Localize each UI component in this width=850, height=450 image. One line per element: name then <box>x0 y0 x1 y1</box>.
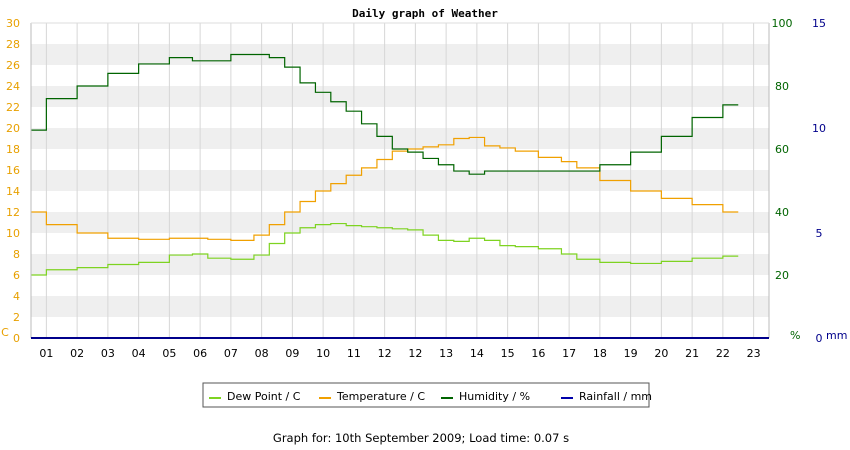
x-tick-label: 08 <box>255 347 269 360</box>
legend-label: Dew Point / C <box>227 390 301 403</box>
rainfall-tick-label: 15 <box>812 17 826 30</box>
humidity-axis-unit: % <box>790 329 800 342</box>
chart-title: Daily graph of Weather <box>352 7 498 20</box>
x-tick-label: 05 <box>162 347 176 360</box>
x-tick-label: 16 <box>531 347 545 360</box>
series-line-humidity <box>31 53 739 175</box>
legend-box <box>202 382 650 408</box>
left-tick-label: 6 <box>13 269 20 282</box>
x-tick-label: 23 <box>747 347 761 360</box>
x-tick-label: 19 <box>624 347 638 360</box>
x-tick-label: 12 <box>408 347 422 360</box>
x-tick-label: 06 <box>193 347 207 360</box>
humidity-axis-ticks: 20 40 60 80 100% <box>772 17 801 342</box>
grid-band <box>31 86 769 107</box>
left-tick-label: 26 <box>6 59 20 72</box>
left-tick-label: 30 <box>6 17 20 30</box>
x-tick-label: 21 <box>685 347 699 360</box>
x-tick-label: 20 <box>654 347 668 360</box>
legend-label: Humidity / % <box>459 390 530 403</box>
left-tick-label: 24 <box>6 80 20 93</box>
left-tick-label: 16 <box>6 164 20 177</box>
x-tick-label: 13 <box>439 347 453 360</box>
x-tick-label: 11 <box>347 347 361 360</box>
x-tick-label: 18 <box>593 347 607 360</box>
grid-band <box>31 296 769 317</box>
humidity-tick-label: 60 <box>775 143 789 156</box>
left-tick-label: 12 <box>6 206 20 219</box>
grid-band <box>31 170 769 191</box>
axes <box>30 22 770 339</box>
left-tick-label: 22 <box>6 101 20 114</box>
x-tick-label: 09 <box>285 347 299 360</box>
left-tick-label: 28 <box>6 38 20 51</box>
x-tick-label: 12 <box>378 347 392 360</box>
humidity-tick-label: 40 <box>775 206 789 219</box>
left-axis-unit: C <box>1 326 9 339</box>
rainfall-tick-label: 5 <box>816 227 823 240</box>
x-tick-label: 04 <box>132 347 146 360</box>
series-line-temperature <box>31 136 739 241</box>
legend-label: Temperature / C <box>336 390 425 403</box>
left-tick-label: 2 <box>13 311 20 324</box>
series-line-dew <box>31 222 739 276</box>
rainfall-axis-ticks: 0 5 10 15 mm <box>812 17 847 345</box>
x-tick-label: 02 <box>70 347 84 360</box>
x-tick-label: 10 <box>316 347 330 360</box>
x-axis-ticks: 01 02 03 04 05 06 07 08 09 10 11 12 12 13 14 15 16 17 18 19… <box>39 347 760 360</box>
x-tick-label: 07 <box>224 347 238 360</box>
humidity-tick-label: 20 <box>775 269 789 282</box>
plot-grid <box>45 23 755 338</box>
left-tick-label: 0 <box>13 332 20 345</box>
rainfall-tick-label: 10 <box>812 122 826 135</box>
grid-band <box>31 128 769 149</box>
legend-label: Rainfall / mm <box>579 390 652 403</box>
x-tick-label: 15 <box>501 347 515 360</box>
grid-band <box>31 254 769 275</box>
humidity-tick-label: 80 <box>775 80 789 93</box>
left-tick-label: 4 <box>13 290 20 303</box>
x-tick-label: 22 <box>716 347 730 360</box>
left-tick-label: 18 <box>6 143 20 156</box>
x-tick-label: 17 <box>562 347 576 360</box>
legend: Dew Point / C Temperature / C Humidity / %… <box>202 382 652 408</box>
x-tick-label: 01 <box>39 347 53 360</box>
rainfall-tick-label: 0 <box>816 332 823 345</box>
left-tick-label: 10 <box>6 227 20 240</box>
left-tick-label: 14 <box>6 185 20 198</box>
x-tick-label: 14 <box>470 347 484 360</box>
humidity-tick-label: 100 <box>772 17 793 30</box>
plot-bands <box>31 44 769 317</box>
grid-band <box>31 44 769 65</box>
left-tick-label: 8 <box>13 248 20 261</box>
left-tick-label: 20 <box>6 122 20 135</box>
rainfall-axis-unit: mm <box>826 329 847 342</box>
grid-band <box>31 212 769 233</box>
footer-text: Graph for: 10th September 2009; Load tim… <box>273 431 569 445</box>
x-tick-label: 03 <box>101 347 115 360</box>
